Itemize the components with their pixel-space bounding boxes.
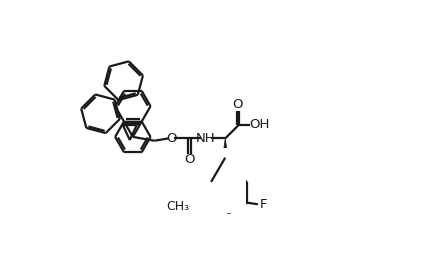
Text: F: F [260, 198, 267, 211]
Text: O: O [233, 98, 243, 111]
Bar [197, 148, 246, 213]
Polygon shape [223, 138, 228, 158]
Text: NH: NH [195, 132, 215, 145]
Text: OH: OH [249, 118, 269, 131]
Text: O: O [184, 154, 194, 166]
Text: CH₃: CH₃ [166, 200, 190, 213]
Text: O: O [166, 132, 177, 145]
